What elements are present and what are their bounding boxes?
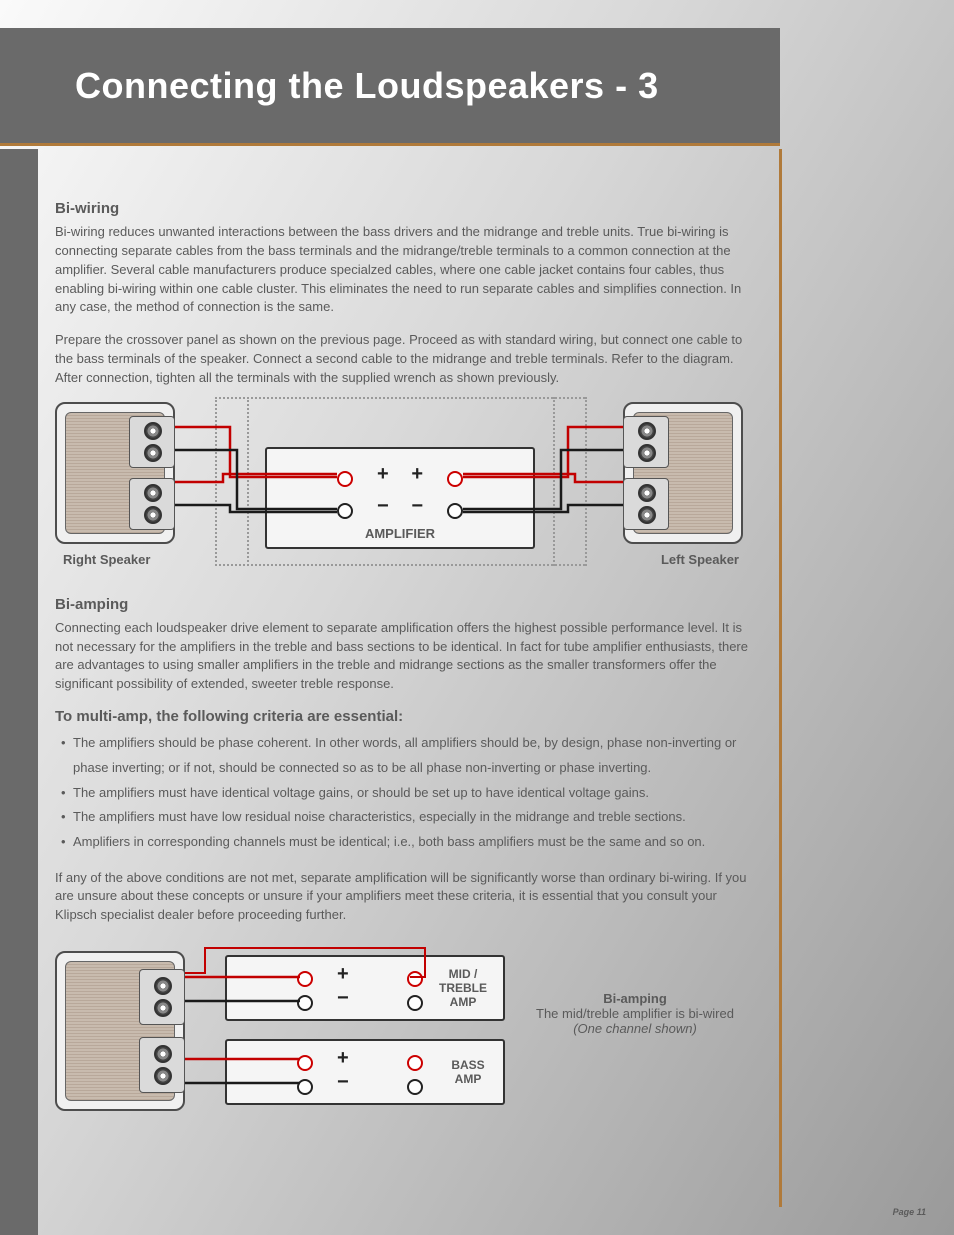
page-title: Connecting the Loudspeakers - 3 [75,65,659,107]
biwiring-heading: Bi-wiring [55,200,755,217]
biamping-paragraph-1: Connecting each loudspeaker drive elemen… [55,619,755,694]
biamping-caption-title: Bi-amping [525,991,745,1006]
biamping-heading: Bi-amping [55,596,755,613]
biamping-caption-line: The mid/treble amplifier is bi-wired [525,1006,745,1021]
criteria-item: The amplifiers must have identical volta… [55,781,755,806]
biamping-caption-sub: (One channel shown) [525,1021,745,1036]
criteria-item: The amplifiers must have low residual no… [55,805,755,830]
biamping-paragraph-2: If any of the above conditions are not m… [55,869,755,926]
page-header: Connecting the Loudspeakers - 3 [0,28,780,146]
biamping-caption: Bi-amping The mid/treble amplifier is bi… [525,991,745,1036]
biamping-diagram: + − MID / TREBLE AMP + − BASS AMP Bi-amp… [55,943,755,1123]
criteria-item: Amplifiers in corresponding channels mus… [55,830,755,855]
page-number: Page 11 [893,1207,926,1217]
left-accent-bar [0,149,38,1235]
criteria-item: The amplifiers should be phase coherent.… [55,731,755,780]
page-content: Bi-wiring Bi-wiring reduces unwanted int… [55,200,755,1123]
right-accent-bar [779,149,782,1207]
criteria-list: The amplifiers should be phase coherent.… [55,731,755,854]
biwiring-diagram: Right Speaker Left Speaker + − [55,402,755,572]
biwiring-paragraph-2: Prepare the crossover panel as shown on … [55,331,755,388]
biwiring-paragraph-1: Bi-wiring reduces unwanted interactions … [55,223,755,317]
biamping-wires [55,943,515,1123]
criteria-heading: To multi-amp, the following criteria are… [55,708,755,725]
biwiring-wires [55,402,743,572]
